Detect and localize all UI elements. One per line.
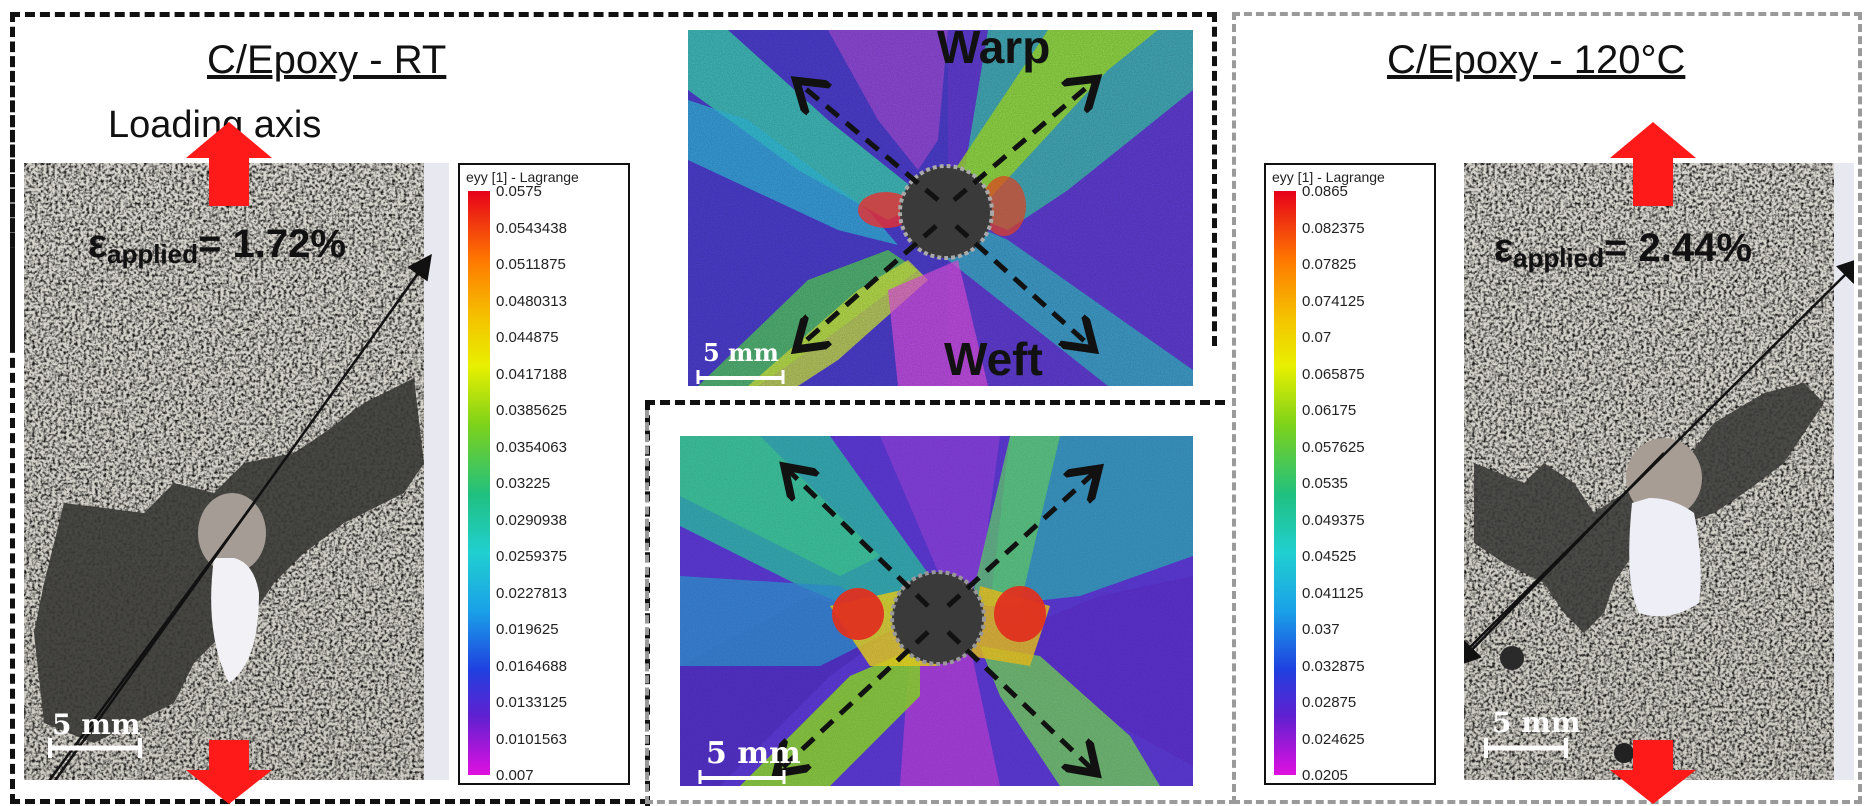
colorbar-left-tick: 0.0575 (496, 183, 542, 200)
right-strain-value: = 2.44% (1604, 226, 1752, 270)
dic-map-bottom (680, 436, 1193, 786)
colorbar-right-tick: 0.057625 (1302, 438, 1365, 456)
colorbar-left-tick: 0.019625 (496, 621, 559, 638)
colorbar-right-tick: 0.065875 (1302, 365, 1365, 383)
right-hole (1626, 438, 1702, 518)
right-strain-symbol: ε (1494, 226, 1513, 270)
colorbar-right-tick: 0.04525 (1302, 548, 1357, 565)
colorbar-left-tick: 0.0543438 (496, 219, 567, 237)
weft-label: Weft (944, 333, 1043, 385)
left-load-arrow-down (186, 740, 272, 804)
dic-map-top (688, 30, 1193, 386)
colorbar-left-tick: 0.0259375 (496, 548, 567, 565)
colorbar-left-tick: 0.044875 (496, 329, 559, 346)
colorbar-left-tick: 0.0133125 (496, 694, 567, 711)
right-load-arrow-up (1610, 122, 1696, 206)
colorbar-right-tick: 0.06175 (1302, 402, 1357, 419)
right-specimen-photo (1464, 163, 1854, 780)
colorbar-right-tick: 0.037 (1302, 621, 1340, 638)
left-colorbar-title: eyy [1] - Lagrange (466, 169, 579, 185)
left-colorbar: eyy [1] - Lagrange 0.0575 0.0543438 0.0511… (458, 163, 630, 785)
colorbar-right-tick: 0.082375 (1302, 219, 1365, 237)
right-scale-label: 5 mm (1492, 706, 1581, 739)
colorbar-left-tick: 0.0101563 (496, 730, 567, 748)
right-strain-subscript: applied (1512, 243, 1604, 273)
left-strain-label: εapplied= 1.72% (88, 222, 346, 270)
right-colorbar-gradient (1274, 191, 1296, 775)
colorbar-right-tick: 0.049375 (1302, 511, 1365, 529)
right-title: C/Epoxy - 120°C (1387, 38, 1686, 82)
left-colorbar-gradient (468, 191, 490, 775)
colorbar-left-tick: 0.0511875 (496, 256, 566, 273)
colorbar-left-tick: 0.0385625 (496, 402, 567, 419)
colorbar-right-tick: 0.07825 (1302, 256, 1357, 273)
left-scale-label: 5 mm (52, 708, 141, 741)
colorbar-left-tick: 0.007 (496, 767, 534, 784)
dic-bottom-scale-label: 5 mm (706, 736, 801, 771)
right-strain-label: εapplied= 2.44% (1494, 226, 1752, 274)
colorbar-right-tick: 0.032875 (1302, 657, 1365, 675)
colorbar-left-tick: 0.03225 (496, 475, 551, 492)
left-load-arrow-up (186, 122, 272, 206)
colorbar-left-tick: 0.0290938 (496, 511, 567, 529)
warp-label: Warp (937, 21, 1051, 73)
colorbar-right-tick: 0.074125 (1302, 292, 1365, 310)
colorbar-right-tick: 0.07 (1302, 329, 1332, 346)
colorbar-right-tick: 0.0205 (1302, 767, 1348, 784)
right-colorbar: eyy [1] - Lagrange 0.0865 0.082375 0.07825… (1264, 163, 1436, 785)
colorbar-right-tick: 0.041125 (1302, 584, 1364, 602)
colorbar-right-tick: 0.024625 (1302, 730, 1365, 748)
colorbar-left-tick: 0.0417188 (496, 365, 567, 383)
colorbar-left-tick: 0.0480313 (496, 292, 567, 310)
colorbar-left-tick: 0.0354063 (496, 438, 567, 456)
hot-frame-mid (645, 410, 1237, 804)
colorbar-right-tick: 0.0865 (1302, 183, 1348, 200)
colorbar-right-tick: 0.02875 (1302, 694, 1357, 711)
left-strain-subscript: applied (106, 239, 198, 269)
colorbar-left-tick: 0.0164688 (496, 657, 567, 675)
left-strain-symbol: ε (88, 222, 107, 266)
right-colorbar-title: eyy [1] - Lagrange (1272, 169, 1385, 185)
right-load-arrow-down (1610, 740, 1696, 804)
hot-frame (1232, 12, 1862, 804)
dic-top-scale-label: 5 mm (703, 338, 779, 367)
left-title: C/Epoxy - RT (207, 38, 447, 82)
left-strain-value: = 1.72% (198, 222, 346, 266)
colorbar-right-tick: 0.0535 (1302, 475, 1348, 492)
colorbar-left-tick: 0.0227813 (496, 584, 567, 602)
left-specimen-photo (24, 163, 449, 780)
rt-frame-left (10, 12, 650, 804)
